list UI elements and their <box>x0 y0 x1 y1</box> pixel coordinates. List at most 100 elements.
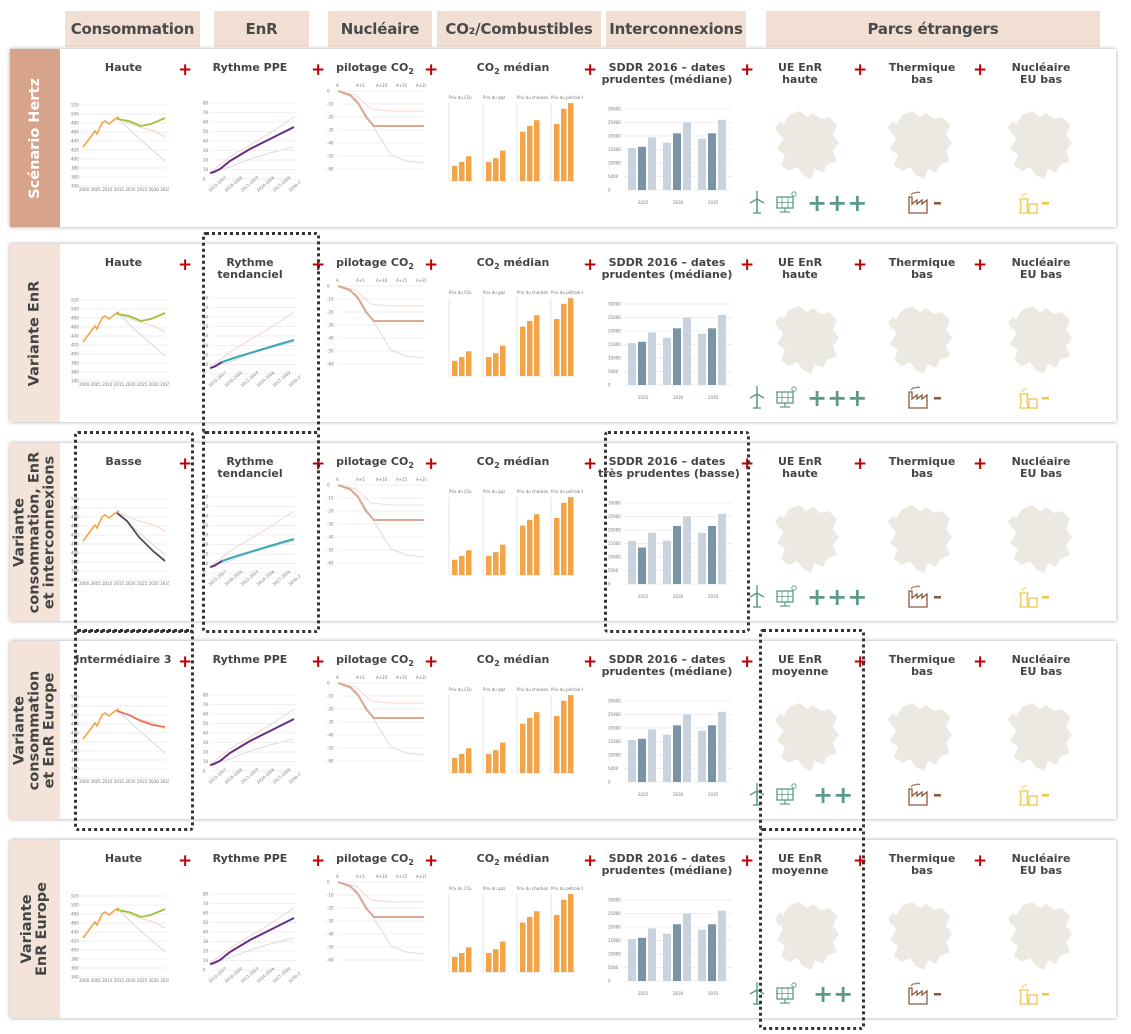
cell-interco: SDDR 2016 – dates prudentes (médiane) 300… <box>598 651 736 809</box>
cell-nucleaire: pilotage CO2 A A+5 A+10 A+15 A+20 0 -10 -20 -30 -4… <box>322 59 428 217</box>
cell-nucleaire: pilotage CO2 A A+5 A+10 A+15 A+20 0 -10 -20 -30 -4… <box>322 651 428 809</box>
y-tick-label: 360 <box>71 966 79 971</box>
header-enr: EnR <box>214 11 309 47</box>
map-shape <box>1008 316 1018 330</box>
map-shape <box>888 515 898 529</box>
y-tick-label: 20 <box>203 552 209 557</box>
y-tick-label: 30 <box>203 939 209 944</box>
x-tick-label: 2020 <box>125 382 136 387</box>
plus-sign: + <box>178 652 193 672</box>
nucleaire-title: pilotage CO2 <box>336 852 414 868</box>
cell-nucleu: Nucléaire EU bas <box>988 453 1094 611</box>
x-group-label: 2035 <box>708 200 719 205</box>
y-tick-label: 20000 <box>608 134 621 139</box>
x-tick-label: 2005 <box>91 779 102 784</box>
mini-chart-title: Prix du gaz <box>483 290 505 295</box>
co2-bar <box>500 544 506 575</box>
y-tick-label: -20 <box>327 310 334 315</box>
y-tick-label: 520 <box>71 298 79 303</box>
co2-bar <box>568 695 574 773</box>
map-shape <box>1008 912 1018 926</box>
x-tick-label: A <box>336 83 339 88</box>
europe-map <box>775 902 839 970</box>
plus-sign: + <box>973 851 988 871</box>
y-tick-label: 25000 <box>608 911 621 916</box>
wind-turbine-icon <box>749 585 765 608</box>
cell-co2: CO2 médian Prix du CO₂ Prix du gaz Prix du … <box>435 254 591 412</box>
cell-interco: SDDR 2016 – dates très prudentes (basse)… <box>598 453 740 611</box>
y-tick-label: -60 <box>327 958 334 963</box>
co2-bar <box>459 953 465 972</box>
reference-series <box>118 710 166 754</box>
y-tick-label: 50 <box>203 920 209 925</box>
reference-series <box>118 909 166 953</box>
co2-bar <box>520 131 526 181</box>
subscript: 2 <box>494 262 500 272</box>
nucleaire-eu-icons <box>1019 193 1049 214</box>
interconnexion-bar <box>673 725 681 782</box>
mini-chart-title: Prix du CO₂ <box>449 687 472 692</box>
interconnexion-bar <box>648 332 656 385</box>
x-group-label: 2030 <box>673 991 684 996</box>
cell-nucleu: Nucléaire EU bas <box>988 59 1094 217</box>
scenario-series <box>116 512 166 562</box>
x-tick-label: 2015 <box>114 187 125 192</box>
y-tick-label: 500 <box>71 903 79 908</box>
y-tick-label: 70 <box>203 901 209 906</box>
y-tick-label: 20000 <box>608 925 621 930</box>
x-tick-label: 2025 <box>137 382 148 387</box>
enr-level-plus: +++ <box>807 583 867 611</box>
reference-series <box>337 90 424 112</box>
co2-bar <box>486 357 492 376</box>
nucleaire-eu-title: Nucléaire EU bas <box>1011 852 1071 877</box>
mini-chart-title: Prix du charbon <box>517 95 549 100</box>
subscript: 2 <box>408 461 414 471</box>
plus-sign: + <box>311 60 326 80</box>
co2-bar <box>534 315 540 376</box>
nuclear-plant-icon <box>1019 984 1038 1005</box>
nuclear-level-minus <box>1042 596 1049 599</box>
nucleaire-title: pilotage CO2 <box>336 61 414 77</box>
x-tick-label: 2020 <box>125 187 136 192</box>
cell-thermique: Thermique bas <box>868 59 976 217</box>
map-shape <box>775 121 785 135</box>
cell-nucleu: Nucléaire EU bas <box>988 651 1094 809</box>
x-tick-label: A <box>336 874 339 879</box>
nuclear-level-minus <box>1042 993 1049 996</box>
x-tick-label: A+15 <box>396 477 408 482</box>
plus-sign: + <box>740 255 755 275</box>
interconnexion-title: SDDR 2016 – dates prudentes (médiane) <box>601 256 733 281</box>
changed-parameter-highlight <box>759 629 865 831</box>
y-tick-label: 0 <box>327 880 330 885</box>
europe-map <box>888 111 952 179</box>
y-tick-label: 20000 <box>608 528 621 533</box>
y-tick-label: 5000 <box>608 369 619 374</box>
y-tick-label: 10 <box>203 561 209 566</box>
x-group-label: 2035 <box>708 594 719 599</box>
x-tick-label: 2005 <box>91 978 102 983</box>
reference-series <box>118 313 166 357</box>
x-tick-label: 2035 <box>160 978 169 983</box>
x-tick-label: 2030 <box>149 187 160 192</box>
co2-bar <box>520 723 526 773</box>
x-tick-label: 2015 <box>114 978 125 983</box>
x-tick-label: 2010 <box>102 978 113 983</box>
y-tick-label: 440 <box>71 930 79 935</box>
co2-title: CO2 médian <box>476 455 550 471</box>
x-tick-label: A+10 <box>376 83 388 88</box>
interconnexion-chart: 30000 25000 20000 15000 10000 5000 0 2025 2030 20… <box>608 302 732 400</box>
co2-bar <box>466 156 472 181</box>
scenario-series <box>337 90 424 127</box>
interconnexion-bar <box>718 711 726 782</box>
mini-chart-title: Prix du charbon <box>517 687 549 692</box>
interconnexion-bar <box>663 142 671 190</box>
thermal-plant-icon <box>908 585 928 608</box>
y-tick-label: 5000 <box>608 568 619 573</box>
y-tick-label: 480 <box>71 316 79 321</box>
scenario-row: Variante consommation et EnR Europe Inter… <box>10 641 1116 819</box>
y-tick-label: 30000 <box>608 107 621 112</box>
co2-bar <box>466 947 472 972</box>
